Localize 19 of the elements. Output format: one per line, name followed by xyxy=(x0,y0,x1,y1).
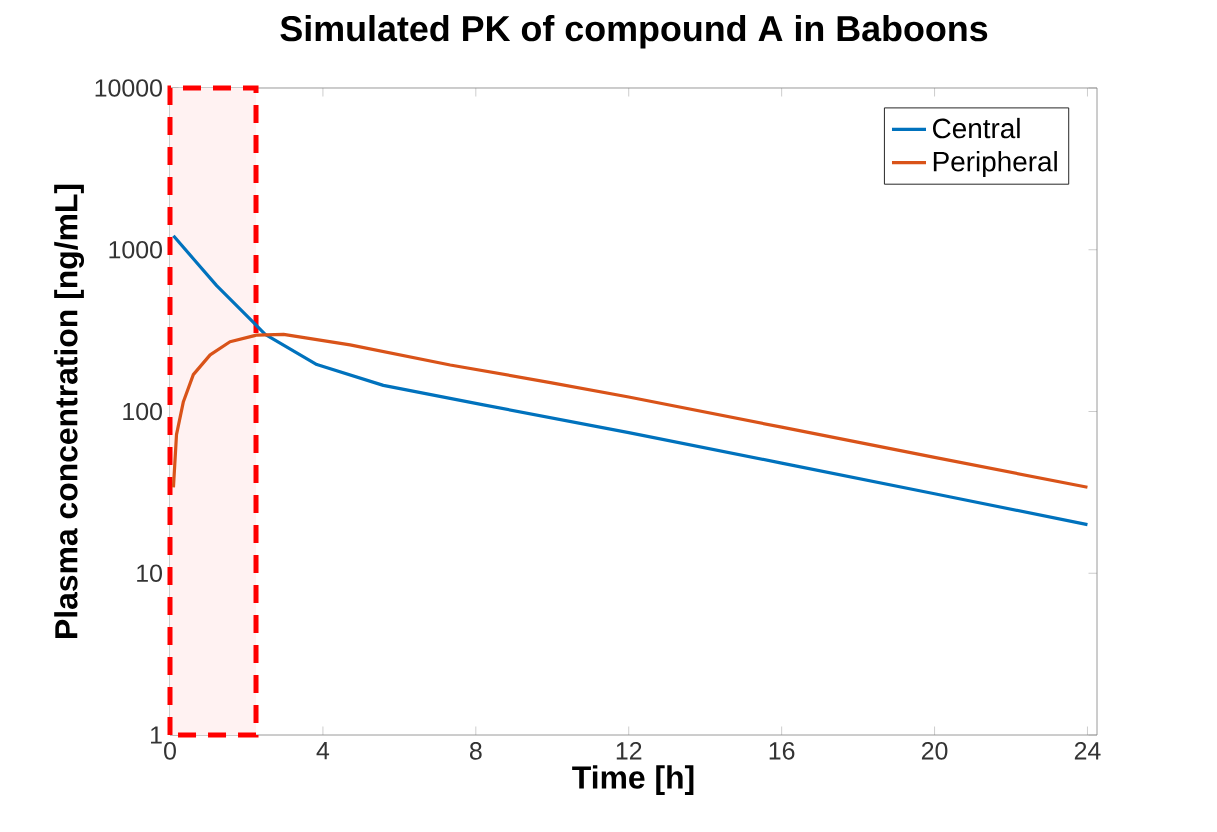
x-tick-label: 4 xyxy=(316,742,330,760)
line-series xyxy=(171,332,1090,489)
y-tick-label: 1 xyxy=(151,726,162,744)
x-tick-label: 20 xyxy=(921,742,948,760)
line-series xyxy=(171,234,1090,527)
x-tick-label: 12 xyxy=(616,742,642,760)
y-axis-title: Plasma concentration [ng/mL] xyxy=(54,184,85,638)
legend-label: Peripheral xyxy=(933,151,1057,178)
y-tick-label: 100 xyxy=(123,402,162,421)
legend-label: Central xyxy=(933,117,1020,139)
x-tick-label: 16 xyxy=(769,742,795,760)
y-tick-label: 10 xyxy=(137,564,162,583)
x-axis-title: Time [h] xyxy=(572,765,694,796)
y-tick-label: 10000 xyxy=(95,79,162,97)
x-tick-label: 8 xyxy=(469,742,482,760)
x-tick-label: 0 xyxy=(164,742,176,760)
y-tick-label: 1000 xyxy=(109,240,162,259)
x-tick-label: 24 xyxy=(1074,742,1101,760)
chart-title: Simulated PK of compound A in Baboons xyxy=(280,15,988,49)
